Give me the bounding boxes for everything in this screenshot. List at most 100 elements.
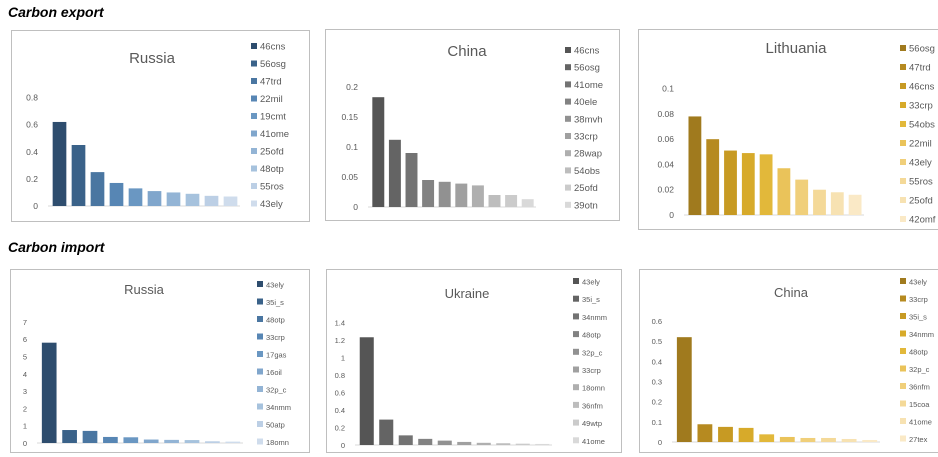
bar-55ros <box>813 189 826 215</box>
y-tick-label: 0.02 <box>657 185 674 195</box>
legend-label: 54obs <box>909 120 935 131</box>
bar-43ely <box>359 337 374 445</box>
bar-48otp <box>82 430 98 443</box>
legend-label: 50atp <box>266 421 285 430</box>
chart-export-russia: Russia 0 0.2 0.4 0.6 0.8 46cns 56osg 47trd 22mil 1… <box>11 30 310 222</box>
bar-47trd <box>706 139 720 215</box>
legend-label: 48otp <box>266 316 285 325</box>
legend-label: 38mvh <box>574 114 603 125</box>
y-tick-label: 1.4 <box>335 318 345 327</box>
bar-22mil <box>109 182 124 206</box>
legend-swatch <box>257 316 263 322</box>
y-tick-label: 5 <box>23 353 27 362</box>
legend-swatch <box>900 278 906 284</box>
bar-54obs <box>759 154 773 215</box>
y-tick-label: 1.2 <box>335 336 345 345</box>
y-tick-label: 1 <box>23 422 27 431</box>
legend-swatch <box>251 113 257 119</box>
y-tick-label: 0.6 <box>335 388 345 397</box>
bar-41ome <box>147 191 162 206</box>
y-tick-label: 0.1 <box>346 142 358 152</box>
legend-label: 35i_s <box>266 298 284 307</box>
bar-32p_c <box>779 436 795 442</box>
y-tick-label: 0.4 <box>26 147 38 157</box>
legend-label: 35i_s <box>582 295 600 304</box>
bar-33crp <box>455 183 468 207</box>
chart-title: Russia <box>129 50 176 67</box>
y-tick-label: 0.04 <box>657 159 674 169</box>
bar-54obs <box>488 195 501 207</box>
y-tick-label: 0.15 <box>341 112 358 122</box>
bar-36nfm <box>496 443 511 445</box>
chart-export-lithuania: Lithuania 0 0.02 0.04 0.06 0.08 0.1 56osg 47trd 4… <box>638 29 938 230</box>
legend-label: 32p_c <box>266 386 287 395</box>
y-tick-label: 2 <box>23 404 27 413</box>
legend-label: 27tex <box>909 435 928 444</box>
legend-label: 41ome <box>260 129 289 140</box>
y-tick-label: 1 <box>341 353 345 362</box>
y-tick-label: 0.06 <box>657 134 674 144</box>
carbon-import-heading: Carbon import <box>8 239 105 255</box>
chart-svg: China 0 0.1 0.2 0.3 0.4 0.5 0.6 43ely 33crp 35i_s 3… <box>652 278 934 448</box>
legend-swatch <box>573 401 579 408</box>
legend-swatch <box>900 365 906 372</box>
bar-27tex <box>862 439 878 442</box>
legend-swatch <box>573 348 579 355</box>
bar-43ely <box>223 196 238 206</box>
y-tick-label: 0.2 <box>346 82 358 92</box>
legend-label: 56osg <box>574 63 600 74</box>
chart-svg: Lithuania 0 0.02 0.04 0.06 0.08 0.1 56osg 47trd 4… <box>657 40 935 226</box>
legend-swatch <box>565 64 571 71</box>
legend-label: 36nfm <box>582 401 603 410</box>
bar-38mvh <box>438 181 451 207</box>
legend-label: 46cns <box>260 42 286 53</box>
legend-swatch <box>900 159 906 165</box>
legend-swatch <box>257 351 263 357</box>
bar-33crp <box>741 153 755 215</box>
legend-label: 39otn <box>574 200 598 211</box>
bar-25ofd <box>166 192 181 206</box>
legend-label: 34nmm <box>909 330 934 339</box>
legend-label: 46cns <box>574 46 600 57</box>
legend-swatch <box>251 95 257 102</box>
legend-label: 54obs <box>574 166 600 177</box>
y-tick-label: 0 <box>341 441 345 450</box>
legend-swatch <box>900 140 906 146</box>
legend-label: 48otp <box>909 348 928 357</box>
legend-label: 56osg <box>260 59 286 70</box>
legend-label: 15coa <box>909 400 930 409</box>
y-tick-label: 0.1 <box>652 418 662 427</box>
legend-swatch <box>900 83 906 89</box>
legend-swatch <box>900 216 906 222</box>
bar-42omf <box>848 194 862 215</box>
legend-swatch <box>251 78 257 84</box>
y-tick-label: 0.05 <box>341 172 358 182</box>
legend-label: 48otp <box>260 164 284 175</box>
bar-34nmm <box>184 440 200 443</box>
bar-56osg <box>71 145 86 206</box>
legend-label: 32p_c <box>909 365 930 374</box>
legend-swatch <box>900 383 906 389</box>
chart-svg: China 0 0.05 0.1 0.15 0.2 46cns 56osg 41ome 40ele… <box>341 43 603 212</box>
y-tick-label: 0.8 <box>335 371 345 380</box>
bar-40ele <box>422 180 435 207</box>
chart-svg: Ukraine 0 0.2 0.4 0.6 0.8 1 1.2 1.4 43ely 35i_s 34n… <box>335 278 607 451</box>
y-tick-label: 0.5 <box>652 337 662 346</box>
bar-46cns <box>52 121 67 206</box>
y-tick-label: 0.4 <box>652 357 662 366</box>
bar-33crp <box>457 441 472 445</box>
y-tick-label: 0.2 <box>652 398 662 407</box>
legend-swatch <box>565 184 571 191</box>
bar-34nmm <box>398 435 413 445</box>
y-tick-label: 0 <box>658 438 662 447</box>
y-tick-label: 0.2 <box>26 174 38 184</box>
legend-swatch <box>573 295 579 302</box>
legend-label: 34nmm <box>266 403 291 412</box>
legend-label: 56osg <box>909 44 935 55</box>
legend-swatch <box>900 435 906 442</box>
legend-label: 43ely <box>909 158 932 169</box>
legend-label: 55ros <box>260 182 284 193</box>
legend-swatch <box>251 165 257 172</box>
legend-swatch <box>565 167 571 174</box>
legend-label: 40ele <box>574 97 597 108</box>
